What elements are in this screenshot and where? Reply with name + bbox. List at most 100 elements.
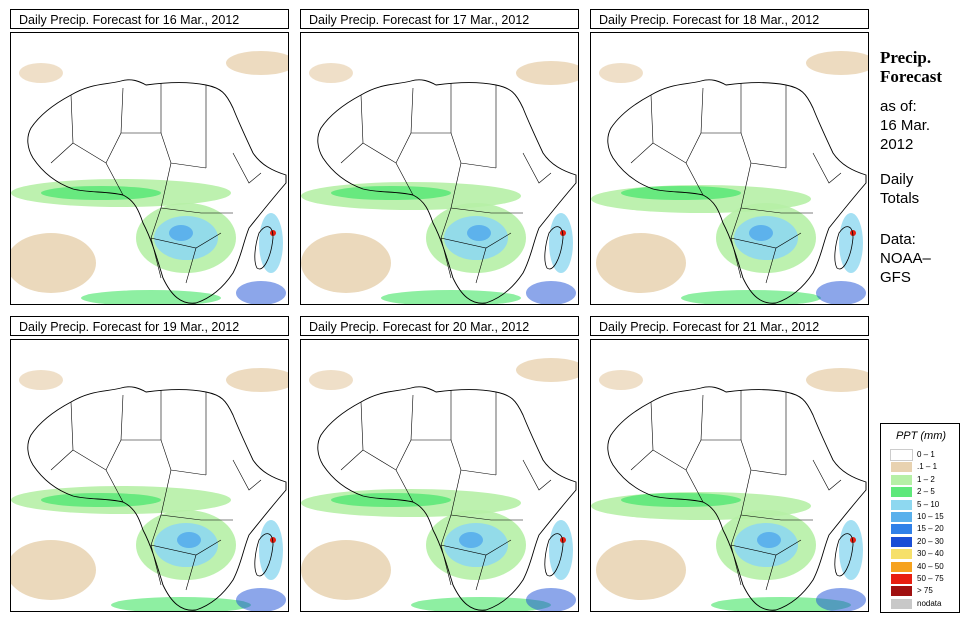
forecast-panel-5: Daily Precip. Forecast for 20 Mar., 2012 [300, 316, 579, 612]
precip-map [300, 32, 579, 305]
rain-area [259, 520, 283, 580]
country-border [522, 459, 552, 491]
country-border [730, 514, 802, 556]
legend-label: 40 – 50 [917, 561, 944, 571]
dry-area [806, 368, 868, 392]
madagascar-outline [544, 533, 564, 577]
panel-title: Daily Precip. Forecast for 21 Mar., 2012 [590, 316, 869, 336]
legend-item: 1 – 2 [891, 474, 957, 485]
country-border [730, 207, 802, 249]
legend-item: > 75 [891, 586, 957, 597]
country-border [160, 162, 233, 214]
country-border [685, 162, 704, 196]
country-border [650, 394, 704, 471]
country-border [150, 514, 222, 556]
rain-area [236, 281, 286, 304]
dry-area [301, 540, 391, 600]
country-border [232, 459, 262, 491]
legend-swatch [891, 598, 912, 609]
panel-title: Daily Precip. Forecast for 17 Mar., 2012 [300, 9, 579, 29]
madagascar-outline [254, 226, 274, 270]
rain-band [621, 186, 741, 200]
rain-core [169, 225, 193, 241]
africa-map-graphic [301, 358, 578, 611]
country-border [360, 87, 414, 164]
legend-swatch [891, 474, 912, 485]
country-border [185, 554, 197, 591]
country-border [150, 237, 162, 279]
country-border [121, 132, 207, 169]
country-border [411, 439, 497, 476]
rain-band [331, 493, 451, 507]
africa-map-graphic [11, 51, 288, 304]
country-border [440, 544, 452, 586]
country-border [685, 469, 704, 503]
dry-area [19, 370, 63, 390]
legend-swatch [891, 586, 912, 597]
country-border [765, 554, 777, 591]
legend-swatch [891, 524, 912, 535]
legend-label: 5 – 10 [917, 499, 940, 509]
precip-legend: PPT (mm) 0 – 1 .1 – 1 1 – 2 2 – 5 5 – 10 10 –… [880, 423, 960, 613]
country-border [650, 87, 704, 164]
country-border [105, 162, 124, 196]
legend-item: 15 – 20 [891, 524, 957, 535]
africa-map-graphic [301, 61, 578, 304]
country-border [701, 132, 787, 169]
country-border [50, 142, 74, 164]
country-border [475, 554, 487, 591]
precip-map [300, 339, 579, 612]
country-border [730, 544, 742, 586]
legend-swatch [890, 449, 913, 461]
legend-label: 30 – 40 [917, 549, 944, 559]
africa-map-graphic [591, 368, 868, 611]
legend-item: 30 – 40 [891, 549, 957, 560]
dry-area [301, 233, 391, 293]
dry-area [19, 63, 63, 83]
madagascar-outline [544, 226, 564, 270]
legend-item: 10 – 15 [891, 512, 957, 522]
legend-item: nodata [891, 598, 957, 609]
precip-map [590, 32, 869, 305]
africa-outline [27, 79, 287, 304]
country-border [121, 439, 207, 476]
rain-area [549, 213, 573, 273]
country-border [765, 247, 777, 284]
legend-item: 0 – 1 [890, 449, 957, 461]
dry-area [309, 370, 353, 390]
country-border [475, 247, 487, 284]
rain-band [111, 597, 251, 611]
rain-area [259, 213, 283, 273]
rain-band [711, 597, 851, 611]
precip-map [590, 339, 869, 612]
country-border [450, 162, 523, 214]
country-border [630, 449, 654, 471]
country-border [150, 544, 162, 586]
legend-label: 10 – 15 [917, 512, 944, 521]
country-border [440, 237, 452, 279]
as-of-info: as of: 16 Mar. 2012 [880, 98, 931, 153]
country-border [185, 247, 197, 284]
country-border [730, 237, 742, 279]
africa-outline [607, 386, 867, 611]
legend-label: 2 – 5 [917, 487, 935, 497]
dry-area [309, 63, 353, 83]
legend-swatch [891, 561, 912, 572]
legend-label: 0 – 1 [917, 450, 935, 459]
dry-area [596, 233, 686, 293]
rain-band [681, 290, 821, 304]
legend-swatch [891, 536, 912, 547]
panel-title: Daily Precip. Forecast for 16 Mar., 2012 [10, 9, 289, 29]
legend-swatch [891, 462, 912, 473]
legend-item: .1 – 1 [891, 462, 957, 473]
legend-item: 50 – 75 [891, 574, 957, 584]
dry-area [226, 51, 288, 75]
country-border [411, 132, 497, 169]
country-border [395, 162, 414, 196]
rain-band [621, 493, 741, 507]
dry-area [516, 358, 578, 382]
rain-area [549, 520, 573, 580]
country-border [340, 142, 364, 164]
legend-label: 50 – 75 [917, 574, 944, 583]
country-border [450, 469, 523, 521]
